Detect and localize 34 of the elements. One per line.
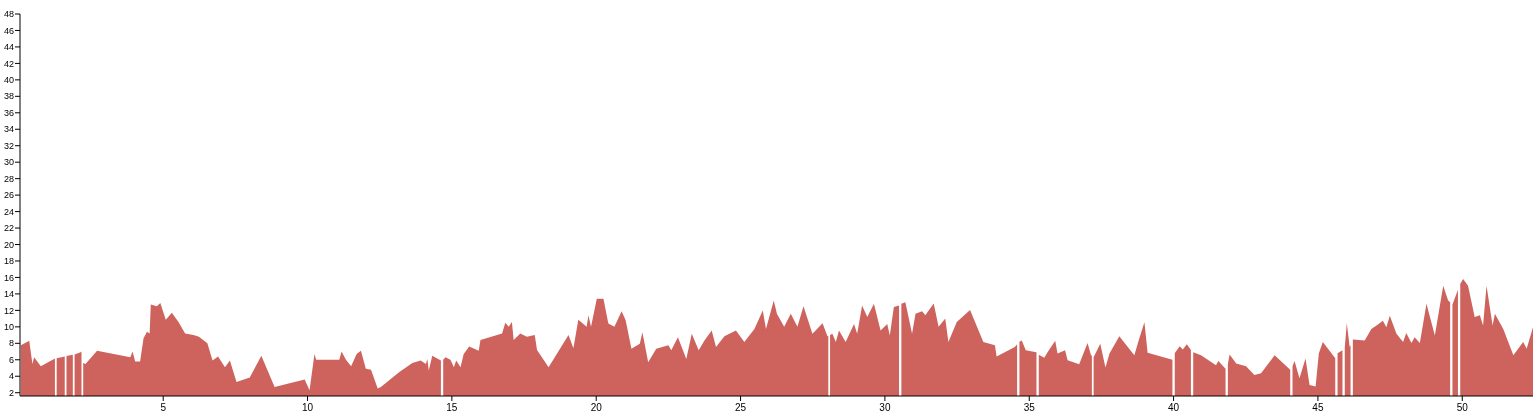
x-tick-label: 50 [1456,402,1469,413]
y-tick-label: 36 [3,107,14,118]
y-tick-label: 30 [3,157,14,168]
x-tick-label: 40 [1168,402,1180,413]
y-tick-label: 26 [3,190,14,201]
x-tick-label: 35 [1023,402,1036,413]
y-tick-label: 16 [3,272,14,283]
y-tick-label: 42 [3,58,14,69]
y-tick-label: 14 [3,289,14,300]
x-tick-label: 5 [160,402,167,413]
y-tick-label: 22 [3,223,14,234]
y-tick-label: 34 [3,124,14,135]
y-tick-label: 28 [3,173,14,184]
x-tick-label: 10 [301,402,314,413]
y-tick-label: 2 [8,387,14,398]
y-tick-label: 10 [3,321,14,332]
y-tick-label: 12 [3,305,14,316]
x-tick-label: 25 [735,402,747,413]
x-tick-label: 45 [1312,402,1324,413]
y-tick-label: 44 [3,42,14,53]
y-tick-label: 32 [3,140,14,151]
x-tick-label: 15 [446,402,458,413]
y-tick-label: 24 [3,206,14,217]
y-tick-label: 20 [3,239,14,250]
y-tick-label: 18 [3,256,14,267]
y-tick-label: 8 [8,338,14,349]
y-tick-label: 48 [3,9,14,20]
y-tick-label: 4 [8,371,14,382]
y-tick-label: 40 [3,75,14,86]
y-tick-label: 46 [3,25,14,36]
x-tick-label: 20 [590,402,603,413]
x-tick-label: 30 [879,402,891,413]
y-tick-label: 38 [3,91,14,102]
y-tick-label: 6 [8,354,14,365]
